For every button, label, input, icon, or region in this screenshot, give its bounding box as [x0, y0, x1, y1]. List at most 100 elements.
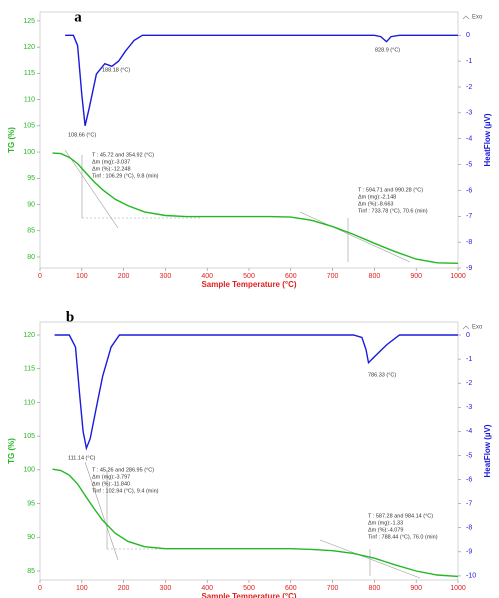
panel-label: a — [74, 9, 82, 25]
x-tick-label: 400 — [201, 273, 213, 280]
annotation: Δm (%):-12.248 — [92, 166, 131, 172]
x-tick-label: 300 — [160, 273, 172, 280]
y2-tick-label: -8 — [466, 239, 472, 246]
x-axis-label: Sample Temperature (°C) — [201, 592, 296, 598]
annotation: T : 45.26 and 286.95 (°C) — [92, 467, 154, 473]
x-tick-label: 100 — [76, 585, 88, 592]
y2-tick-label: -7 — [466, 213, 472, 220]
y-axis-label: TG (%) — [7, 438, 16, 464]
annotation: T : 45.72 and 354.92 (°C) — [92, 152, 154, 158]
y-tick-label: 105 — [23, 123, 35, 130]
legend-icon — [462, 15, 470, 20]
annotation: Δm (mg):-1.33 — [368, 520, 403, 526]
y2-tick-label: -9 — [466, 265, 472, 272]
annotation: 188.18 (°C) — [102, 67, 130, 73]
series-line — [52, 468, 459, 578]
x-tick-label: 900 — [410, 585, 422, 592]
y-tick-label: 85 — [27, 568, 35, 575]
y-axis-label: TG (%) — [7, 127, 16, 153]
y2-tick-label: -6 — [466, 187, 472, 194]
y-tick-label: 115 — [24, 366, 35, 373]
y-tick-label: 120 — [23, 44, 35, 51]
y-tick-label: 110 — [24, 96, 35, 103]
y2-axis-label: HeatFlow (µV) — [483, 424, 492, 477]
y2-tick-label: -2 — [466, 84, 472, 91]
y-tick-label: 90 — [27, 201, 35, 208]
y-tick-label: 90 — [27, 534, 35, 541]
x-tick-label: 1000 — [450, 585, 466, 592]
y2-tick-label: -5 — [466, 452, 472, 459]
series-line — [52, 152, 459, 264]
y-tick-label: 95 — [27, 500, 35, 507]
x-tick-label: 900 — [410, 273, 422, 280]
panel-label: b — [66, 309, 74, 325]
x-tick-label: 500 — [243, 273, 255, 280]
x-tick-label: 500 — [243, 585, 255, 592]
x-axis-label: Sample Temperature (°C) — [201, 280, 296, 289]
x-tick-label: 0 — [38, 585, 42, 592]
x-tick-label: 800 — [369, 273, 381, 280]
x-tick-label: 600 — [285, 273, 297, 280]
y-tick-label: 125 — [23, 18, 35, 25]
y2-tick-label: -1 — [466, 58, 472, 65]
x-tick-label: 700 — [327, 585, 339, 592]
y-tick-label: 120 — [23, 332, 35, 339]
y2-tick-label: -6 — [466, 476, 472, 483]
y-tick-label: 110 — [24, 399, 35, 406]
annotation: Δm (mg):-3.037 — [92, 159, 130, 165]
y2-tick-label: -10 — [466, 573, 476, 580]
x-tick-label: 300 — [160, 585, 172, 592]
x-tick-label: 200 — [118, 273, 130, 280]
y2-axis-label: HeatFlow (µV) — [483, 113, 492, 166]
annotation: Δm (mg):-3.797 — [92, 474, 130, 480]
annotation: 108.66 (°C) — [68, 132, 96, 138]
y-tick-label: 105 — [23, 433, 35, 440]
y-tick-label: 100 — [23, 149, 35, 156]
legend-label: Exo — [472, 15, 483, 21]
annotation: Tinf : 788.44 (°C), 76.0 (min) — [368, 534, 438, 540]
annotation: Δm (%):-8.663 — [358, 201, 393, 207]
y2-tick-label: -9 — [466, 549, 472, 556]
annotation: 111.14 (°C) — [68, 455, 96, 461]
annotation: T : 587.28 and 984.14 (°C) — [368, 513, 433, 519]
x-tick-label: 0 — [38, 273, 42, 280]
series-line — [54, 334, 458, 451]
x-tick-label: 800 — [369, 585, 381, 592]
annotation: Tinf : 733.78 (°C), 70.6 (min) — [358, 208, 428, 214]
y2-tick-label: -1 — [466, 356, 472, 363]
annotation: T : 594.71 and 990.28 (°C) — [358, 187, 423, 193]
annotation: Δm (%):-4.079 — [368, 527, 403, 533]
annotation: 786.33 (°C) — [368, 372, 396, 378]
y2-tick-label: 0 — [466, 332, 470, 339]
x-tick-label: 600 — [285, 585, 297, 592]
annotation: Δm (mg):-2.148 — [358, 194, 396, 200]
y2-tick-label: -3 — [466, 110, 472, 117]
y-tick-label: 95 — [27, 175, 35, 182]
y2-tick-label: -2 — [466, 380, 472, 387]
y-tick-label: 80 — [27, 254, 35, 261]
y-tick-label: 115 — [24, 70, 35, 77]
x-tick-label: 400 — [201, 585, 213, 592]
x-tick-label: 100 — [76, 273, 88, 280]
y2-tick-label: -3 — [466, 404, 472, 411]
annotation: Δm (%):-11.840 — [92, 481, 130, 487]
annotation: Tinf : 102.94 (°C), 9.4 (min) — [92, 488, 159, 494]
legend-icon — [462, 325, 470, 330]
annotation: 828.9 (°C) — [375, 47, 400, 53]
y-tick-label: 100 — [23, 467, 35, 474]
x-tick-label: 200 — [118, 585, 130, 592]
y2-tick-label: -7 — [466, 500, 472, 507]
y2-tick-label: -4 — [466, 136, 472, 143]
annotation: Tinf : 106.29 (°C), 9.8 (min) — [92, 173, 159, 179]
y2-tick-label: -5 — [466, 161, 472, 168]
y2-tick-label: -4 — [466, 428, 472, 435]
x-tick-label: 1000 — [450, 273, 466, 280]
plot-area — [39, 321, 459, 581]
y2-tick-label: -8 — [466, 525, 472, 532]
y-tick-label: 85 — [27, 228, 35, 235]
legend-label: Exo — [472, 325, 483, 331]
x-tick-label: 700 — [327, 273, 339, 280]
series-line — [65, 34, 458, 126]
y2-tick-label: 0 — [466, 32, 470, 39]
